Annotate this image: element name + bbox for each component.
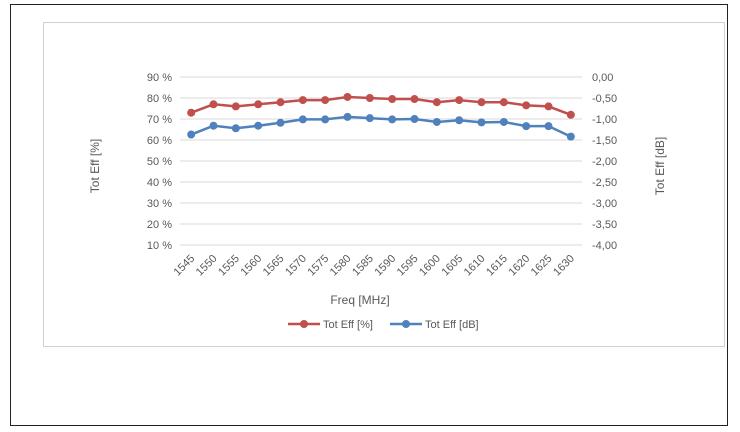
left-axis-title: Tot Eff [%]: [88, 139, 102, 193]
data-point: [209, 121, 218, 130]
left-tick-label: 30 %: [147, 198, 172, 210]
left-tick-label: 50 %: [147, 156, 172, 168]
line-chart: 10 % 20 % 30 % 40 % 50 % 60 % 70 % 80 % 90 % 0,0…: [88, 72, 667, 331]
left-tick-label: 60 %: [147, 135, 172, 147]
legend: Tot Eff [%] Tot Eff [dB]: [288, 319, 479, 331]
data-point: [522, 122, 531, 131]
left-tick-label: 70 %: [147, 114, 172, 126]
right-tick-label: -1,00: [592, 114, 617, 126]
legend-swatch-marker-eff-pct: [300, 320, 308, 328]
data-point: [432, 117, 441, 126]
data-point: [187, 108, 196, 117]
right-tick-label: -3,50: [592, 219, 617, 231]
right-tick-label: -1,50: [592, 135, 617, 147]
x-tick-label: 1580: [328, 253, 354, 279]
data-point: [276, 118, 285, 127]
legend-swatch-marker-eff-db: [402, 320, 410, 328]
series-tot-eff-pct: [187, 92, 575, 119]
data-point: [388, 115, 397, 124]
data-point: [410, 115, 419, 123]
data-point: [455, 96, 464, 105]
x-tick-label: 1555: [216, 253, 242, 279]
gridlines: [180, 76, 582, 246]
data-point: [254, 121, 263, 130]
data-point: [231, 124, 240, 133]
x-tick-label: 1620: [506, 253, 532, 279]
x-tick-label: 1545: [171, 253, 197, 279]
series-layer: [187, 92, 575, 141]
x-tick-label: 1615: [484, 253, 510, 279]
data-point: [365, 114, 374, 123]
left-tick-label: 40 %: [147, 177, 172, 189]
x-tick-label: 1630: [551, 253, 577, 279]
data-point: [343, 92, 352, 101]
x-tick-label: 1595: [395, 253, 421, 279]
x-tick-label: 1560: [238, 253, 264, 279]
data-point: [365, 94, 374, 102]
left-tick-label: 80 %: [147, 93, 172, 105]
chart-container: 10 % 20 % 30 % 40 % 50 % 60 % 70 % 80 % 90 % 0,0…: [43, 22, 725, 347]
x-tick-label: 1605: [439, 253, 465, 279]
data-point: [544, 122, 553, 131]
x-tick-label: 1625: [529, 253, 555, 279]
right-axis-title: Tot Eff [dB]: [653, 137, 667, 195]
data-point: [455, 116, 464, 125]
x-tick-label: 1575: [305, 253, 331, 279]
data-point: [254, 100, 263, 109]
data-point: [187, 130, 196, 139]
data-point: [343, 112, 352, 121]
x-tick-label: 1600: [417, 253, 443, 279]
x-tick-label: 1550: [194, 253, 220, 279]
right-tick-label: -4,00: [592, 240, 617, 252]
x-axis-ticks: 1545155015551560156515701575158015851590…: [171, 253, 576, 279]
series-line: [190, 95, 572, 116]
x-tick-label: 1570: [283, 253, 309, 279]
x-tick-label: 1565: [261, 253, 287, 279]
figure-frame: 10 % 20 % 30 % 40 % 50 % 60 % 70 % 80 % 90 % 0,0…: [10, 4, 728, 426]
data-point: [566, 110, 575, 119]
right-tick-label: -3,00: [592, 198, 617, 210]
data-point: [298, 115, 307, 124]
left-axis-ticks: 10 % 20 % 30 % 40 % 50 % 60 % 70 % 80 % 90 %: [147, 72, 172, 252]
data-point: [231, 102, 240, 111]
right-tick-label: -2,50: [592, 177, 617, 189]
data-point: [522, 101, 531, 110]
data-point: [388, 95, 397, 104]
right-tick-label: -0,50: [592, 93, 617, 105]
series-tot-eff-db: [187, 112, 575, 141]
x-axis-title: Freq [MHz]: [330, 293, 389, 307]
x-tick-label: 1610: [462, 253, 488, 279]
data-point: [499, 98, 508, 107]
data-point: [209, 100, 218, 109]
left-tick-label: 20 %: [147, 219, 172, 231]
data-point: [477, 118, 486, 127]
right-tick-label: 0,00: [592, 72, 613, 84]
data-point: [432, 98, 441, 107]
data-point: [477, 98, 486, 107]
data-point: [298, 96, 307, 105]
data-point: [499, 117, 508, 126]
series-line: [190, 115, 572, 138]
x-tick-label: 1590: [372, 253, 398, 279]
x-tick-label: 1585: [350, 253, 376, 279]
data-point: [566, 132, 575, 141]
right-tick-label: -2,00: [592, 156, 617, 168]
data-point: [410, 95, 419, 104]
left-tick-label: 90 %: [147, 72, 172, 84]
left-tick-label: 10 %: [147, 240, 172, 252]
legend-label-eff-pct: Tot Eff [%]: [323, 319, 373, 331]
data-point: [321, 115, 330, 124]
data-point: [321, 96, 330, 105]
right-axis-ticks: 0,00 -0,50 -1,00 -1,50 -2,00 -2,50 -3,00 -3,50 -…: [592, 72, 617, 252]
data-point: [276, 98, 285, 107]
data-point: [544, 102, 553, 111]
legend-label-eff-db: Tot Eff [dB]: [425, 319, 479, 331]
